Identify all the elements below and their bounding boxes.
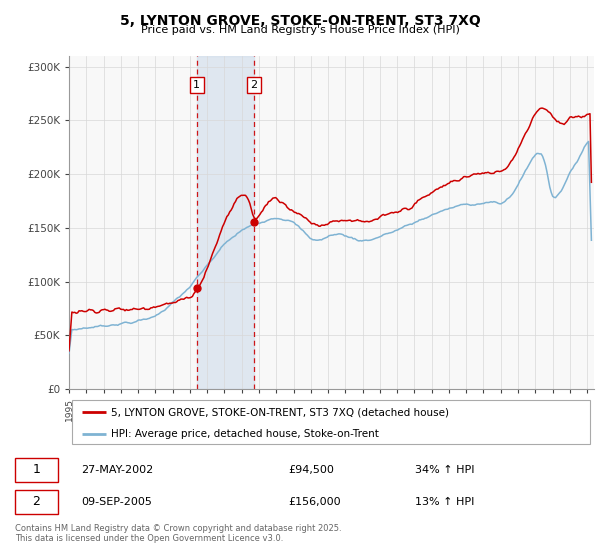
Text: 27-MAY-2002: 27-MAY-2002 (81, 465, 154, 475)
Text: 5, LYNTON GROVE, STOKE-ON-TRENT, ST3 7XQ: 5, LYNTON GROVE, STOKE-ON-TRENT, ST3 7XQ (119, 14, 481, 28)
FancyBboxPatch shape (15, 489, 58, 514)
Text: 09-SEP-2005: 09-SEP-2005 (81, 497, 152, 507)
FancyBboxPatch shape (71, 400, 590, 444)
Text: Contains HM Land Registry data © Crown copyright and database right 2025.
This d: Contains HM Land Registry data © Crown c… (15, 524, 341, 543)
Text: 34% ↑ HPI: 34% ↑ HPI (415, 465, 475, 475)
Text: 13% ↑ HPI: 13% ↑ HPI (415, 497, 475, 507)
Text: £156,000: £156,000 (289, 497, 341, 507)
Bar (197, 56, 254, 389)
Text: 2: 2 (250, 80, 257, 90)
Text: 2: 2 (32, 495, 40, 508)
Text: £94,500: £94,500 (289, 465, 334, 475)
Text: 5, LYNTON GROVE, STOKE-ON-TRENT, ST3 7XQ (detached house): 5, LYNTON GROVE, STOKE-ON-TRENT, ST3 7XQ… (111, 407, 449, 417)
FancyBboxPatch shape (15, 458, 58, 482)
Text: 1: 1 (32, 463, 40, 477)
Text: 1: 1 (193, 80, 200, 90)
Text: HPI: Average price, detached house, Stoke-on-Trent: HPI: Average price, detached house, Stok… (111, 429, 379, 438)
Text: Price paid vs. HM Land Registry's House Price Index (HPI): Price paid vs. HM Land Registry's House … (140, 25, 460, 35)
